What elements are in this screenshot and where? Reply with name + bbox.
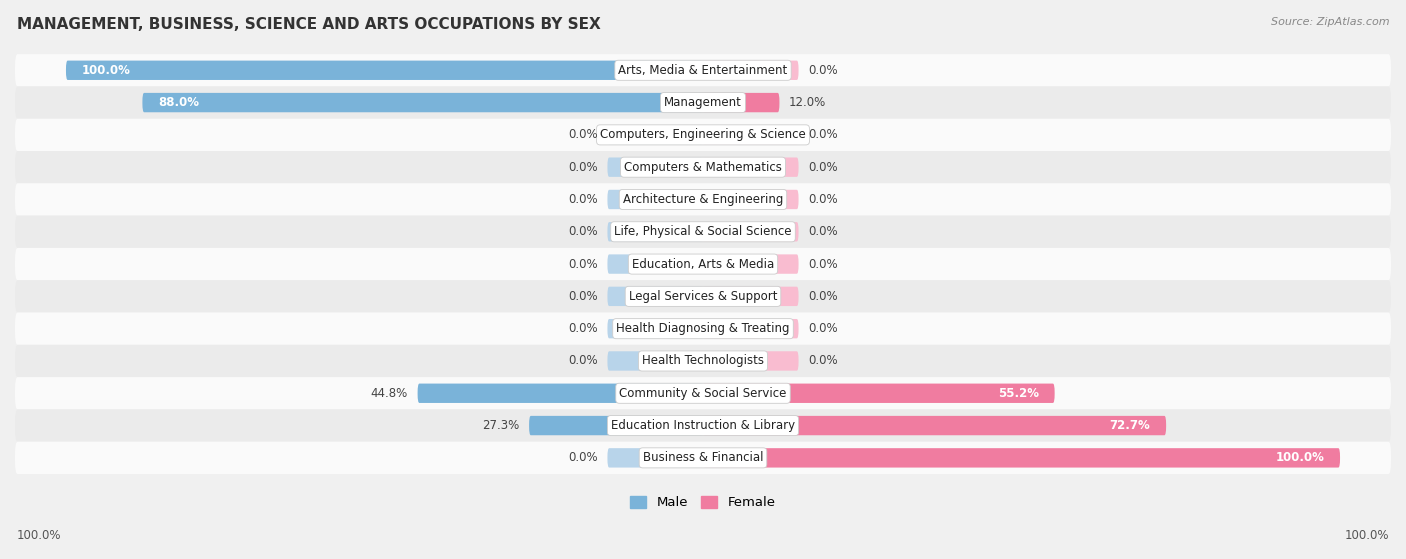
FancyBboxPatch shape: [703, 190, 799, 209]
FancyBboxPatch shape: [142, 93, 703, 112]
Text: 0.0%: 0.0%: [568, 451, 598, 465]
FancyBboxPatch shape: [607, 125, 703, 145]
Text: 100.0%: 100.0%: [1275, 451, 1324, 465]
Text: 0.0%: 0.0%: [808, 160, 838, 174]
Text: 0.0%: 0.0%: [568, 193, 598, 206]
Text: Health Diagnosing & Treating: Health Diagnosing & Treating: [616, 322, 790, 335]
Text: Computers & Mathematics: Computers & Mathematics: [624, 160, 782, 174]
Text: 0.0%: 0.0%: [568, 290, 598, 303]
Text: Arts, Media & Entertainment: Arts, Media & Entertainment: [619, 64, 787, 77]
FancyBboxPatch shape: [703, 125, 799, 145]
FancyBboxPatch shape: [15, 183, 1391, 216]
FancyBboxPatch shape: [703, 93, 779, 112]
Text: 0.0%: 0.0%: [568, 322, 598, 335]
Text: 0.0%: 0.0%: [808, 225, 838, 238]
Text: 0.0%: 0.0%: [808, 129, 838, 141]
Text: Health Technologists: Health Technologists: [643, 354, 763, 367]
FancyBboxPatch shape: [15, 216, 1391, 248]
Text: 27.3%: 27.3%: [482, 419, 520, 432]
Text: 100.0%: 100.0%: [17, 529, 62, 542]
Text: Management: Management: [664, 96, 742, 109]
FancyBboxPatch shape: [703, 287, 799, 306]
FancyBboxPatch shape: [607, 351, 703, 371]
Text: Community & Social Service: Community & Social Service: [619, 387, 787, 400]
FancyBboxPatch shape: [607, 448, 703, 467]
Text: 0.0%: 0.0%: [568, 258, 598, 271]
FancyBboxPatch shape: [15, 312, 1391, 345]
Text: Life, Physical & Social Science: Life, Physical & Social Science: [614, 225, 792, 238]
Text: Education Instruction & Library: Education Instruction & Library: [612, 419, 794, 432]
FancyBboxPatch shape: [15, 248, 1391, 280]
FancyBboxPatch shape: [15, 377, 1391, 409]
FancyBboxPatch shape: [607, 254, 703, 274]
Text: 0.0%: 0.0%: [568, 354, 598, 367]
Text: 0.0%: 0.0%: [568, 129, 598, 141]
FancyBboxPatch shape: [15, 442, 1391, 474]
Text: Business & Financial: Business & Financial: [643, 451, 763, 465]
FancyBboxPatch shape: [703, 319, 799, 338]
FancyBboxPatch shape: [703, 416, 1166, 435]
Text: 72.7%: 72.7%: [1109, 419, 1150, 432]
FancyBboxPatch shape: [15, 87, 1391, 119]
Text: MANAGEMENT, BUSINESS, SCIENCE AND ARTS OCCUPATIONS BY SEX: MANAGEMENT, BUSINESS, SCIENCE AND ARTS O…: [17, 17, 600, 32]
FancyBboxPatch shape: [703, 383, 1054, 403]
Text: 0.0%: 0.0%: [808, 354, 838, 367]
Text: Source: ZipAtlas.com: Source: ZipAtlas.com: [1271, 17, 1389, 27]
FancyBboxPatch shape: [607, 190, 703, 209]
Text: 55.2%: 55.2%: [998, 387, 1039, 400]
FancyBboxPatch shape: [15, 54, 1391, 87]
Text: Computers, Engineering & Science: Computers, Engineering & Science: [600, 129, 806, 141]
FancyBboxPatch shape: [15, 280, 1391, 312]
Text: 0.0%: 0.0%: [808, 64, 838, 77]
FancyBboxPatch shape: [607, 287, 703, 306]
FancyBboxPatch shape: [15, 345, 1391, 377]
Text: 88.0%: 88.0%: [159, 96, 200, 109]
FancyBboxPatch shape: [703, 158, 799, 177]
Text: 0.0%: 0.0%: [808, 322, 838, 335]
Text: 100.0%: 100.0%: [1344, 529, 1389, 542]
FancyBboxPatch shape: [15, 119, 1391, 151]
FancyBboxPatch shape: [607, 158, 703, 177]
FancyBboxPatch shape: [607, 222, 703, 241]
Legend: Male, Female: Male, Female: [630, 496, 776, 509]
Text: 0.0%: 0.0%: [568, 225, 598, 238]
FancyBboxPatch shape: [703, 448, 1340, 467]
FancyBboxPatch shape: [703, 351, 799, 371]
FancyBboxPatch shape: [15, 151, 1391, 183]
Text: 0.0%: 0.0%: [808, 193, 838, 206]
Text: 44.8%: 44.8%: [371, 387, 408, 400]
FancyBboxPatch shape: [418, 383, 703, 403]
Text: 100.0%: 100.0%: [82, 64, 131, 77]
Text: Legal Services & Support: Legal Services & Support: [628, 290, 778, 303]
Text: 0.0%: 0.0%: [808, 258, 838, 271]
Text: 12.0%: 12.0%: [789, 96, 827, 109]
FancyBboxPatch shape: [703, 60, 799, 80]
Text: 0.0%: 0.0%: [568, 160, 598, 174]
FancyBboxPatch shape: [703, 254, 799, 274]
FancyBboxPatch shape: [15, 409, 1391, 442]
FancyBboxPatch shape: [703, 222, 799, 241]
FancyBboxPatch shape: [66, 60, 703, 80]
Text: Education, Arts & Media: Education, Arts & Media: [631, 258, 775, 271]
Text: Architecture & Engineering: Architecture & Engineering: [623, 193, 783, 206]
Text: 0.0%: 0.0%: [808, 290, 838, 303]
FancyBboxPatch shape: [529, 416, 703, 435]
FancyBboxPatch shape: [607, 319, 703, 338]
